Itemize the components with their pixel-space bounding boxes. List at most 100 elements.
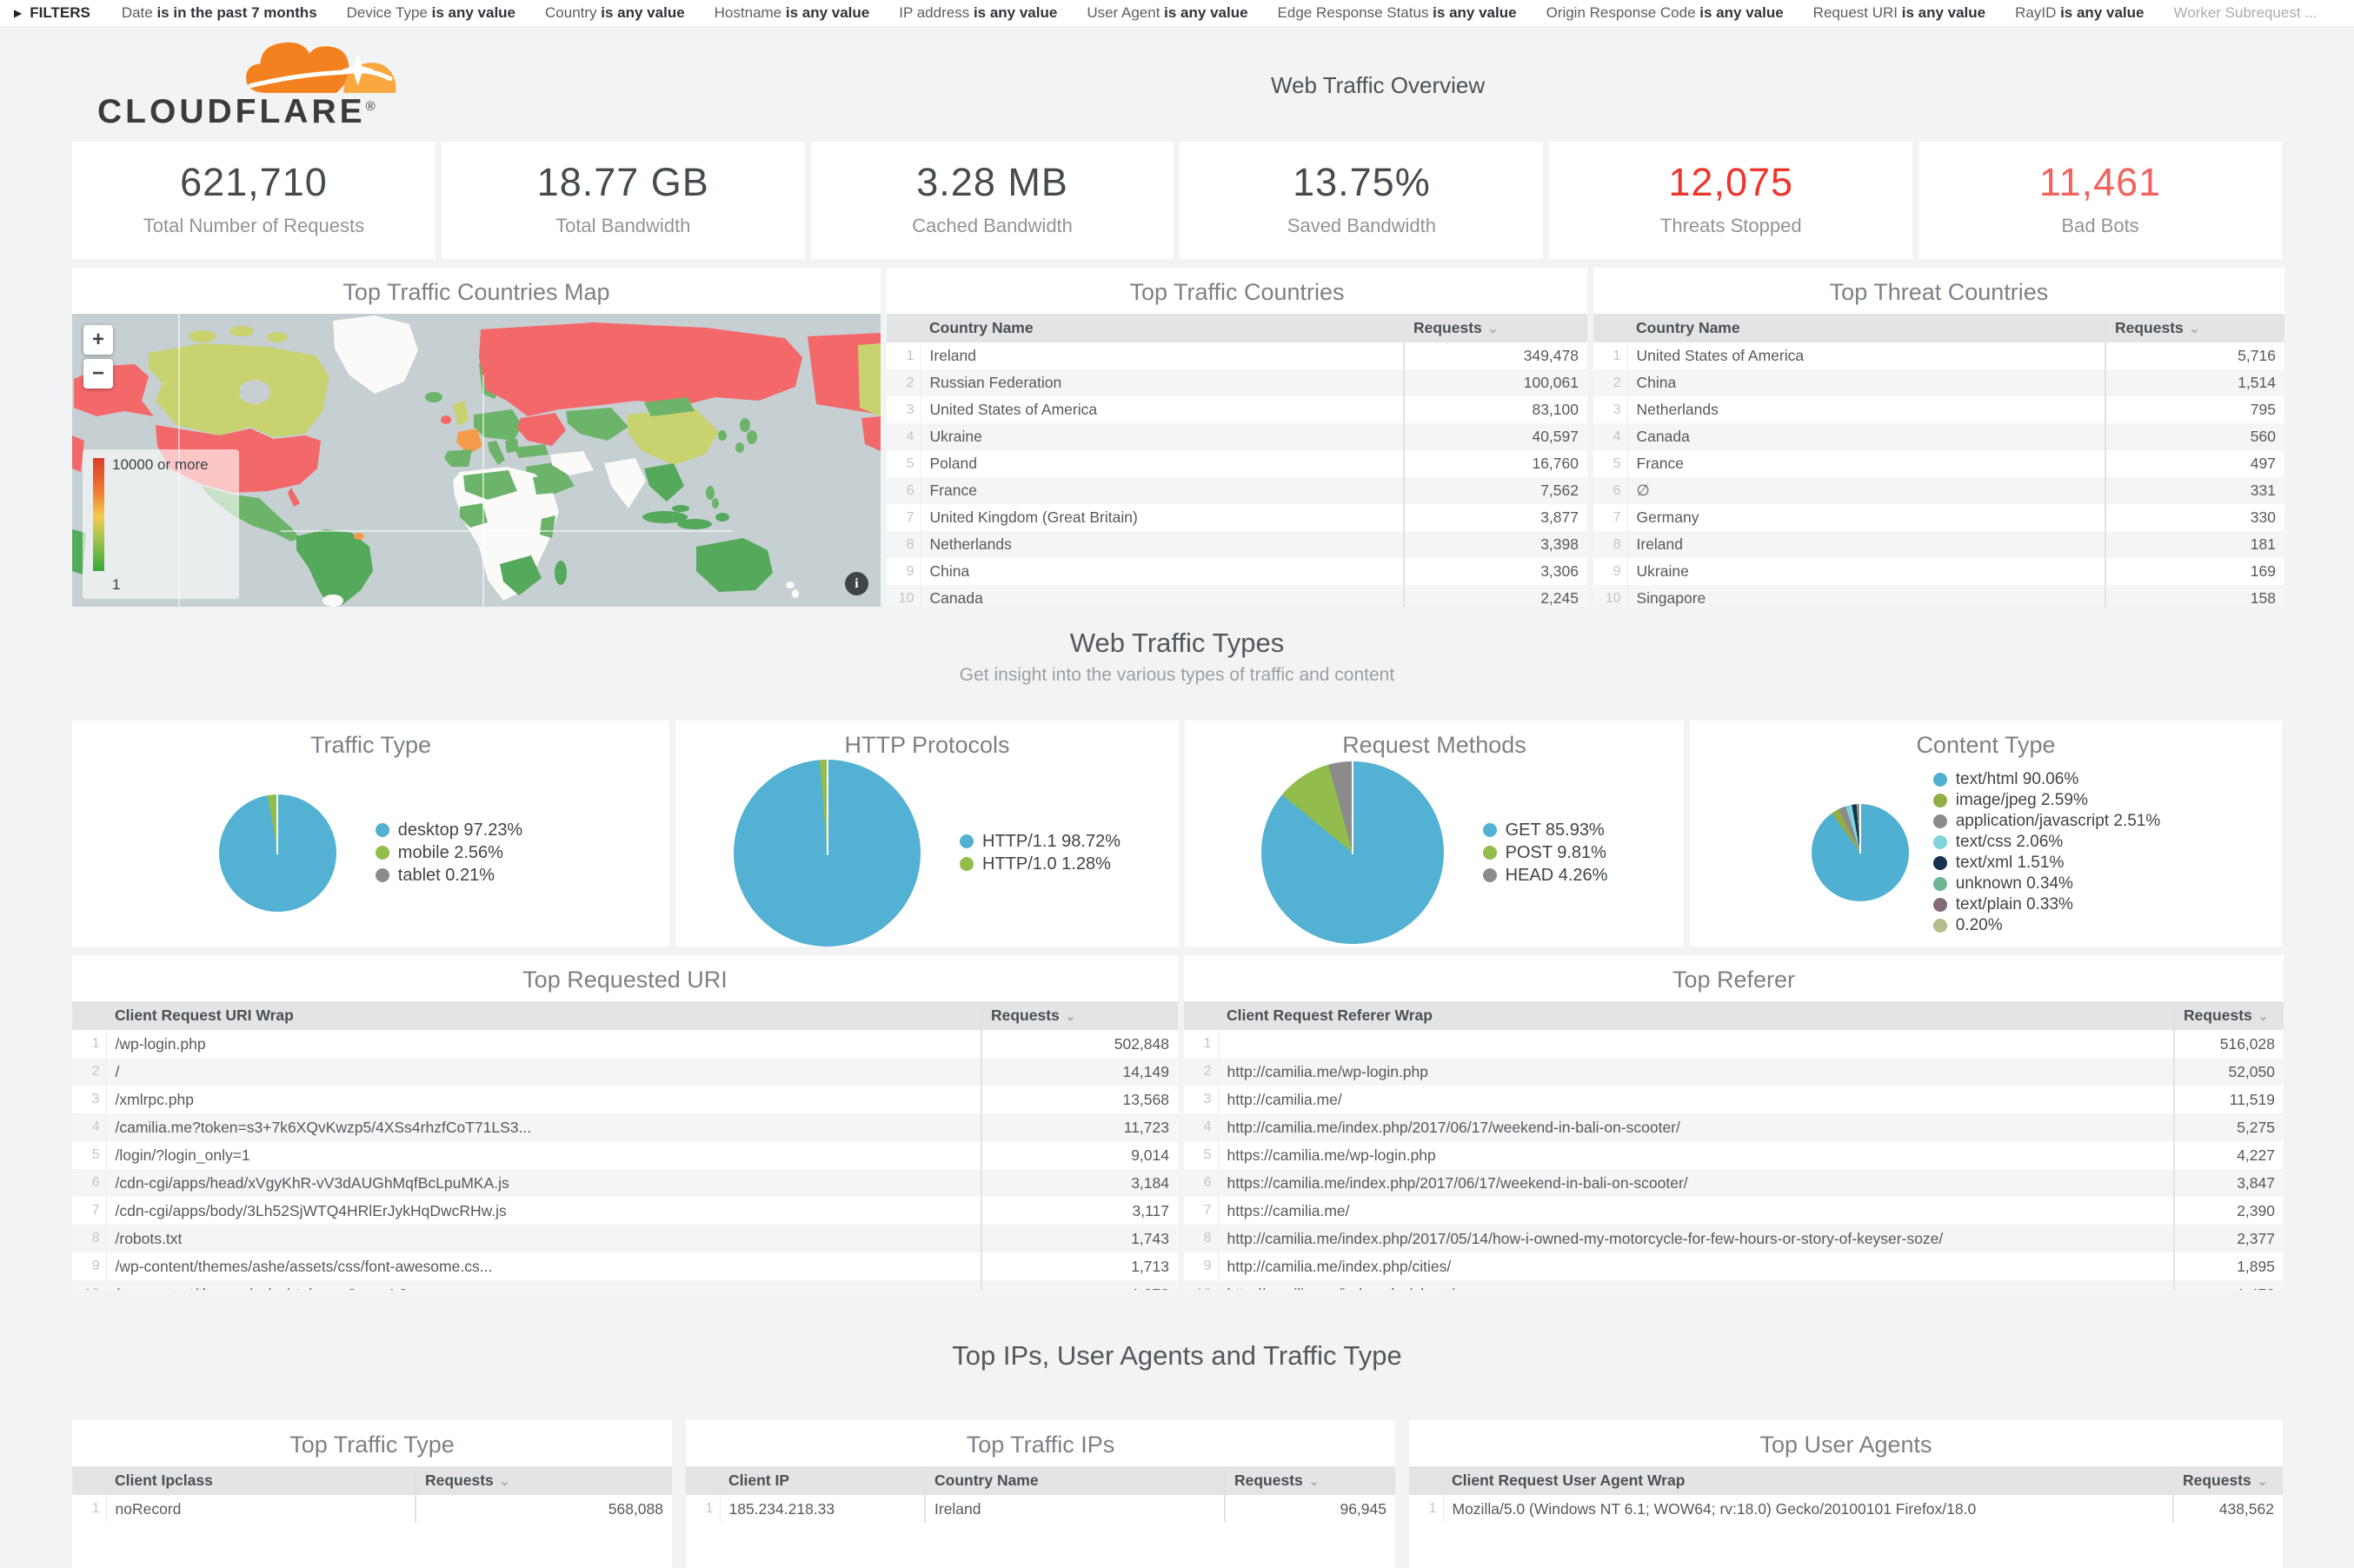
column-header-country-name[interactable]: Country Name bbox=[924, 1466, 1225, 1495]
table-row[interactable]: 9/wp-content/themes/ashe/assets/css/font… bbox=[72, 1252, 1178, 1280]
filter-user-agent[interactable]: User Agent is any value bbox=[1087, 4, 1248, 21]
table-row[interactable]: 1 Mozilla/5.0 (Windows NT 6.1; WOW64; rv:… bbox=[1409, 1495, 2283, 1523]
table-row[interactable]: 7/cdn-cgi/apps/body/3Lh52SjWTQ4HRlErJykH… bbox=[72, 1197, 1178, 1225]
http-protocols-pie-chart[interactable] bbox=[734, 759, 921, 947]
column-header-requests[interactable]: Requests ⌄ bbox=[2173, 1001, 2284, 1030]
table-row[interactable]: 3 http://camilia.me/11,519 bbox=[1184, 1086, 2284, 1113]
legend-item-text-plain[interactable]: text/plain 0.33% bbox=[1932, 895, 2161, 914]
column-header-client-ipclass[interactable]: Client Ipclass bbox=[106, 1466, 416, 1495]
table-row[interactable]: 1 516,028 bbox=[1184, 1030, 2284, 1058]
filter-rayid[interactable]: RayID is any value bbox=[2015, 4, 2145, 21]
row-cell: Ireland bbox=[1636, 535, 1684, 553]
table-row[interactable]: 8 http://camilia.me/index.php/2017/05/14/… bbox=[1184, 1225, 2284, 1252]
table-row[interactable]: 4 Ukraine 40,597 bbox=[887, 423, 1587, 450]
legend-item-get[interactable]: GET 85.93% bbox=[1482, 821, 1608, 840]
table-row[interactable]: 1 United States of America 5,716 bbox=[1593, 342, 2284, 369]
filter-hostname[interactable]: Hostname is any value bbox=[714, 4, 870, 21]
kpi-label: Threats Stopped bbox=[1659, 215, 1802, 236]
legend-item-other[interactable]: 0.20% bbox=[1932, 916, 2161, 935]
table-row[interactable]: 10 Canada 2,245 bbox=[887, 585, 1587, 607]
content-type-pie-chart[interactable] bbox=[1811, 804, 1909, 901]
column-header-client-ip[interactable]: Client IP bbox=[720, 1466, 925, 1495]
table-row[interactable]: 1/wp-login.php 502,848 bbox=[72, 1030, 1178, 1058]
column-header-client-request-user-agent-wrap[interactable]: Client Request User Agent Wrap bbox=[1443, 1466, 2173, 1495]
table-row[interactable]: 6/cdn-cgi/apps/head/xVgyKhR-vV3dAUGhMqfB… bbox=[72, 1169, 1178, 1197]
table-row[interactable]: 10 Singapore 158 bbox=[1593, 585, 2284, 607]
column-header-requests[interactable]: Requests ⌄ bbox=[1224, 1466, 1395, 1495]
table-row[interactable]: 5 https://camilia.me/wp-login.php 4,227 bbox=[1184, 1141, 2284, 1169]
column-header-country-name[interactable]: Country Name bbox=[1627, 314, 2105, 342]
column-header-requests[interactable]: Requests ⌄ bbox=[981, 1001, 1178, 1030]
filter-date[interactable]: Date is in the past 7 months bbox=[121, 4, 317, 21]
table-row[interactable]: 7 United Kingdom (Great Britain) 3,877 bbox=[887, 504, 1587, 531]
column-header-country-name[interactable]: Country Name bbox=[921, 314, 1404, 342]
table-row[interactable]: 9 China 3,306 bbox=[887, 558, 1587, 585]
column-header-requests[interactable]: Requests ⌄ bbox=[2172, 1466, 2283, 1495]
table-row[interactable]: 1 Ireland 349,478 bbox=[887, 342, 1587, 369]
table-row[interactable]: 6 ∅ 331 bbox=[1593, 477, 2284, 504]
table-row[interactable]: 7 https://camilia.me/2,390 bbox=[1184, 1197, 2284, 1225]
table-row[interactable]: 2 http://camilia.me/wp-login.php 52,050 bbox=[1184, 1058, 2284, 1086]
legend-item-head[interactable]: HEAD 4.26% bbox=[1482, 866, 1607, 886]
table-row[interactable]: 8/robots.txt 1,743 bbox=[72, 1225, 1178, 1252]
legend-item-desktop[interactable]: desktop 97.23% bbox=[375, 821, 522, 840]
legend-item-text-xml[interactable]: text/xml 1.51% bbox=[1932, 854, 2161, 873]
zoom-in-button[interactable]: + bbox=[83, 325, 113, 355]
filter-request-uri[interactable]: Request URI is any value bbox=[1812, 4, 1986, 21]
legend-item-http-1-0[interactable]: HTTP/1.0 1.28% bbox=[960, 854, 1120, 874]
table-row[interactable]: 10http://camilia.me/index.php/about/1,47… bbox=[1184, 1280, 2284, 1290]
table-row[interactable]: 4/camilia.me?token=s3+7k6XQvKwzp5/4XSs4r… bbox=[72, 1113, 1178, 1141]
filter-edge-response-status[interactable]: Edge Response Status is any value bbox=[1277, 4, 1517, 21]
column-header-requests[interactable]: Requests ⌄ bbox=[2105, 314, 2284, 342]
kpi-value: 18.77 GB bbox=[536, 160, 709, 204]
table-row[interactable]: 3 Netherlands 795 bbox=[1593, 396, 2284, 423]
legend-item-unknown[interactable]: unknown 0.34% bbox=[1932, 874, 2161, 894]
column-header-client-request-uri-wrap[interactable]: Client Request URI Wrap bbox=[106, 1001, 981, 1030]
table-row[interactable]: 6 https://camilia.me/index.php/2017/06/17… bbox=[1184, 1169, 2284, 1197]
legend-item-text-html[interactable]: text/html 90.06% bbox=[1932, 770, 2161, 789]
table-row[interactable]: 1 185.234.218.33 Ireland 96,945 bbox=[686, 1495, 1395, 1523]
table-row[interactable]: 10/wp-content/themes/ashe/style.css?ver=… bbox=[72, 1280, 1178, 1290]
table-row[interactable]: 9 Ukraine 169 bbox=[1593, 558, 2284, 585]
filter-device-type[interactable]: Device Type is any value bbox=[346, 4, 516, 21]
table-row[interactable]: 6 France 7,562 bbox=[887, 477, 1587, 504]
table-row[interactable]: 4 Canada 560 bbox=[1593, 423, 2284, 450]
table-row[interactable]: 3 United States of America 83,100 bbox=[887, 396, 1587, 423]
table-row[interactable]: 7 Germany 330 bbox=[1593, 504, 2284, 531]
legend-item-image-jpeg[interactable]: image/jpeg 2.59% bbox=[1932, 791, 2161, 810]
table-row[interactable]: 5/login/?login_only=1 9,014 bbox=[72, 1141, 1178, 1169]
legend-item-application-javascript[interactable]: application/javascript 2.51% bbox=[1932, 812, 2160, 831]
table-row[interactable]: 5 Poland 16,760 bbox=[887, 450, 1587, 477]
table-row[interactable]: 3/xmlrpc.php 13,568 bbox=[72, 1086, 1178, 1113]
legend-item-mobile[interactable]: mobile 2.56% bbox=[375, 843, 522, 863]
row-cell: France bbox=[1636, 455, 1684, 472]
legend-item-tablet[interactable]: tablet 0.21% bbox=[375, 866, 522, 886]
column-header-client-request-referer-wrap[interactable]: Client Request Referer Wrap bbox=[1218, 1001, 2174, 1030]
world-choropleth-map[interactable]: + − 10000 or more 1 i bbox=[72, 314, 881, 607]
table-row[interactable]: 8 Netherlands 3,398 bbox=[887, 531, 1587, 558]
zoom-out-button[interactable]: − bbox=[83, 359, 113, 389]
map-info-button[interactable]: i bbox=[845, 572, 868, 595]
filters-toggle[interactable]: ▶ FILTERS bbox=[14, 4, 90, 22]
table-row[interactable]: 2 China 1,514 bbox=[1593, 369, 2284, 396]
row-cell: 560 bbox=[2105, 423, 2284, 450]
request-methods-pie-chart[interactable] bbox=[1260, 761, 1444, 944]
table-row[interactable]: 9 http://camilia.me/index.php/cities/1,89… bbox=[1184, 1252, 2284, 1280]
table-row[interactable]: 2 Russian Federation 100,061 bbox=[887, 369, 1587, 396]
column-header-requests[interactable]: Requests ⌄ bbox=[1403, 314, 1587, 342]
table-row[interactable]: 1 noRecord 568,088 bbox=[72, 1495, 672, 1523]
table-row[interactable]: 5 France 497 bbox=[1593, 450, 2284, 477]
filter-worker-subrequest[interactable]: Worker Subrequest ... bbox=[2173, 4, 2317, 21]
legend-item-post[interactable]: POST 9.81% bbox=[1482, 843, 1608, 863]
filter-country[interactable]: Country is any value bbox=[545, 4, 685, 21]
legend-item-http-1-1[interactable]: HTTP/1.1 98.72% bbox=[960, 832, 1120, 852]
traffic-type-pie-chart[interactable] bbox=[218, 794, 336, 912]
table-row[interactable]: 8 Ireland 181 bbox=[1593, 531, 2284, 558]
filter-origin-response-code[interactable]: Origin Response Code is any value bbox=[1546, 4, 1784, 21]
legend-item-text-css[interactable]: text/css 2.06% bbox=[1932, 833, 2161, 852]
column-header-requests[interactable]: Requests ⌄ bbox=[415, 1466, 672, 1495]
row-rank: 1 bbox=[1409, 1495, 1444, 1523]
table-row[interactable]: 4 http://camilia.me/index.php/2017/06/17/… bbox=[1184, 1113, 2284, 1141]
filter-ip-address[interactable]: IP address is any value bbox=[899, 4, 1058, 21]
table-row[interactable]: 2 / 14,149 bbox=[72, 1058, 1178, 1086]
